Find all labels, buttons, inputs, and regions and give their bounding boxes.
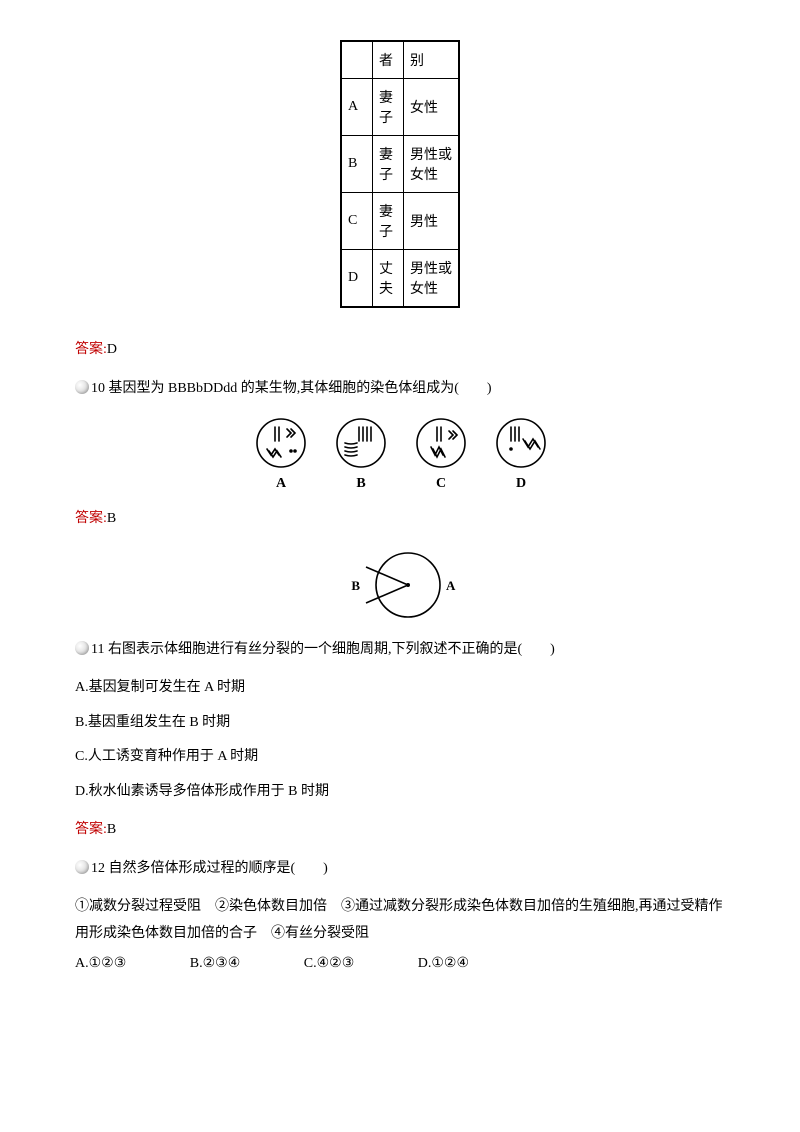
question-10: 10 基因型为 BBBbDDdd 的某生物,其体细胞的染色体组成为( ) — [75, 376, 725, 403]
q12-option-c: C.④②③ — [304, 955, 355, 972]
row-person: 妻子 — [373, 193, 404, 250]
cycle-label-b: B — [351, 578, 360, 593]
q11-diagram: B A — [75, 545, 725, 625]
question-text: 基因型为 BBBbDDdd 的某生物,其体细胞的染色体组成为( ) — [109, 381, 492, 396]
answer-value: B — [107, 822, 116, 837]
table-row: 者 别 — [341, 41, 459, 79]
q11-option-c: C.人工诱变育种作用于 A 时期 — [75, 744, 725, 771]
row-person: 丈夫 — [373, 250, 404, 308]
opt-c-label: C — [436, 476, 446, 491]
row-person: 妻子 — [373, 79, 404, 136]
row-gender: 男性或女性 — [404, 136, 460, 193]
q12-option-a: A.①②③ — [75, 955, 126, 972]
table-row: B 妻子 男性或女性 — [341, 136, 459, 193]
row-person: 妻子 — [373, 136, 404, 193]
q12-stems: ①减数分裂过程受阻 ②染色体数目加倍 ③通过减数分裂形成染色体数目加倍的生殖细胞… — [75, 894, 725, 947]
question-text: 右图表示体细胞进行有丝分裂的一个细胞周期,下列叙述不正确的是( ) — [108, 642, 555, 657]
row-gender: 女性 — [404, 79, 460, 136]
question-12: 12 自然多倍体形成过程的顺序是( ) — [75, 856, 725, 883]
question-number: 10 — [91, 381, 105, 396]
answer-value: B — [107, 511, 116, 526]
answer-line: 答案:D — [75, 338, 725, 358]
table-row: C 妻子 男性 — [341, 193, 459, 250]
bullet-icon — [75, 380, 89, 394]
chromosome-options-svg: A B C — [245, 415, 555, 495]
q12-options-row: A.①②③ B.②③④ C.④②③ D.①②④ — [75, 955, 725, 972]
genetics-table: 者 别 A 妻子 女性 B 妻子 男性或女性 C 妻子 男性 D 丈夫 男性或女 — [340, 40, 460, 308]
bullet-icon — [75, 860, 89, 874]
bullet-icon — [75, 641, 89, 655]
row-gender: 男性或女性 — [404, 250, 460, 308]
question-table: 者 别 A 妻子 女性 B 妻子 男性或女性 C 妻子 男性 D 丈夫 男性或女 — [75, 40, 725, 308]
row-gender: 男性 — [404, 193, 460, 250]
question-number: 11 — [91, 642, 104, 657]
row-label: A — [341, 79, 373, 136]
cell-cycle-svg: B A — [330, 545, 470, 625]
opt-d-label: D — [516, 476, 526, 491]
row-label: C — [341, 193, 373, 250]
cell-header-1 — [341, 41, 373, 79]
question-11: 11 右图表示体细胞进行有丝分裂的一个细胞周期,下列叙述不正确的是( ) — [75, 637, 725, 664]
answer-label: 答案: — [75, 511, 107, 526]
opt-a-label: A — [276, 476, 287, 491]
q11-option-b: B.基因重组发生在 B 时期 — [75, 710, 725, 737]
row-label: D — [341, 250, 373, 308]
q10-diagram: A B C — [75, 415, 725, 495]
table-row: A 妻子 女性 — [341, 79, 459, 136]
q11-option-a: A.基因复制可发生在 A 时期 — [75, 675, 725, 702]
answer-line: 答案:B — [75, 818, 725, 838]
question-number: 12 — [91, 861, 105, 876]
q12-option-b: B.②③④ — [190, 955, 241, 972]
opt-b-label: B — [356, 476, 365, 491]
answer-label: 答案: — [75, 822, 107, 837]
table-row: D 丈夫 男性或女性 — [341, 250, 459, 308]
cycle-label-a: A — [446, 578, 456, 593]
answer-value: D — [107, 342, 117, 357]
row-label: B — [341, 136, 373, 193]
cell-header-2: 者 — [373, 41, 404, 79]
answer-label: 答案: — [75, 342, 107, 357]
question-text: 自然多倍体形成过程的顺序是( ) — [109, 861, 328, 876]
answer-line: 答案:B — [75, 507, 725, 527]
q11-option-d: D.秋水仙素诱导多倍体形成作用于 B 时期 — [75, 779, 725, 806]
cell-header-3: 别 — [404, 41, 460, 79]
q12-option-d: D.①②④ — [418, 955, 469, 972]
